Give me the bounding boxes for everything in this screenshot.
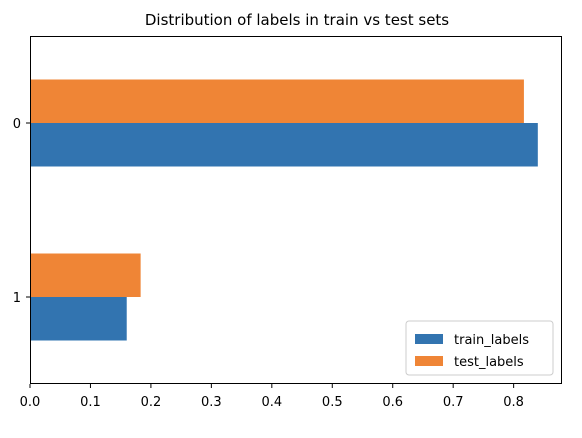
bar-test_labels-0: [30, 79, 524, 123]
legend-label-test_labels: test_labels: [454, 355, 524, 370]
x-tick-label: 0.5: [322, 395, 343, 410]
x-tick-label: 0.1: [80, 395, 101, 410]
legend-swatch-train_labels: [415, 334, 443, 344]
legend-swatch-test_labels: [415, 356, 443, 366]
x-tick-label: 0.2: [141, 395, 162, 410]
legend: train_labels test_labels: [405, 320, 554, 376]
x-tick-label: 0.6: [382, 395, 403, 410]
x-tick-label: 0.4: [261, 395, 282, 410]
bars-group: [30, 79, 538, 341]
chart-title: Distribution of labels in train vs test …: [145, 11, 449, 29]
bar-test_labels-1: [30, 253, 141, 297]
x-tick-label: 0.8: [503, 395, 524, 410]
bar-train_labels-0: [30, 123, 538, 167]
y-tick-label: 1: [13, 291, 21, 306]
y-axis: 01: [13, 117, 30, 306]
bar-train_labels-1: [30, 297, 127, 341]
plot-frame: [30, 36, 562, 384]
x-axis: 0.0 0.1 0.2 0.3 0.4 0.5 0.6 0.7 0.8: [20, 384, 524, 410]
x-tick-label: 0.7: [443, 395, 464, 410]
legend-label-train_labels: train_labels: [454, 333, 529, 348]
x-tick-label: 0.3: [201, 395, 222, 410]
y-tick-label: 0: [13, 117, 21, 132]
x-tick-label: 0.0: [20, 395, 41, 410]
